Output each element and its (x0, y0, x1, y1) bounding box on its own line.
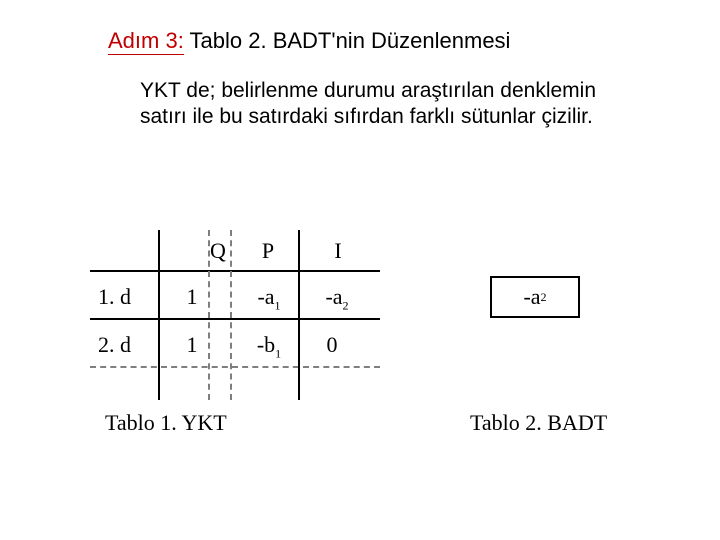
table-1-r2c3: 0 (322, 332, 342, 358)
table-1-hline-top (90, 270, 380, 272)
table-1-r2c2-sub: 1 (275, 346, 281, 360)
table-1-r2c2: -b1 (244, 332, 294, 361)
table-1-header-p: P (258, 238, 278, 264)
body-text: YKT de; belirlenme durumu araştırılan de… (140, 78, 700, 131)
table-1-r1c2: -a1 (244, 284, 294, 313)
table-1-hline-mid (90, 318, 380, 320)
table-1-vline-1 (158, 230, 160, 400)
table-2-caption: Tablo 2. BADT (470, 410, 607, 436)
table-1-r1c2-base: -a (257, 284, 274, 309)
selected-cell-base: -a (523, 284, 540, 310)
table-1-r1c3: -a2 (312, 284, 362, 313)
body-line-2: satırı ile bu satırdaki sıfırdan farklı … (140, 105, 593, 128)
heading-rest: Tablo 2. BADT'nin Düzenlenmesi (184, 28, 511, 53)
table-1-r1c1: 1 (182, 284, 202, 310)
page-root: Adım 3: Tablo 2. BADT'nin Düzenlenmesi Y… (0, 0, 720, 540)
table-1-hline-bottom-dashed (90, 366, 380, 368)
table-1-row2-label: 2. d (98, 332, 148, 358)
table-1-r1c3-sub: 2 (343, 298, 349, 312)
selected-cell-sub: 2 (541, 290, 547, 305)
table-1-ykt: Q P I 1. d 1 -a1 -a2 2. d 1 -b1 0 (90, 230, 380, 400)
table-1-r1c3-base: -a (325, 284, 342, 309)
table-1-r1c2-sub: 1 (275, 298, 281, 312)
table-1-header-i: I (328, 238, 348, 264)
table-1-vline-4 (298, 230, 300, 400)
step-label: Adım 3: (108, 28, 184, 55)
table-1-caption: Tablo 1. YKT (105, 410, 227, 436)
heading: Adım 3: Tablo 2. BADT'nin Düzenlenmesi (108, 28, 510, 54)
body-line-1: YKT de; belirlenme durumu araştırılan de… (140, 79, 596, 102)
table-1-r2c2-base: -b (257, 332, 275, 357)
table-1-header-q: Q (208, 238, 228, 264)
table-1-vline-3-dashed (230, 230, 232, 400)
selected-cell-box: -a2 (490, 276, 580, 318)
table-1-r2c1: 1 (182, 332, 202, 358)
table-1-row1-label: 1. d (98, 284, 148, 310)
